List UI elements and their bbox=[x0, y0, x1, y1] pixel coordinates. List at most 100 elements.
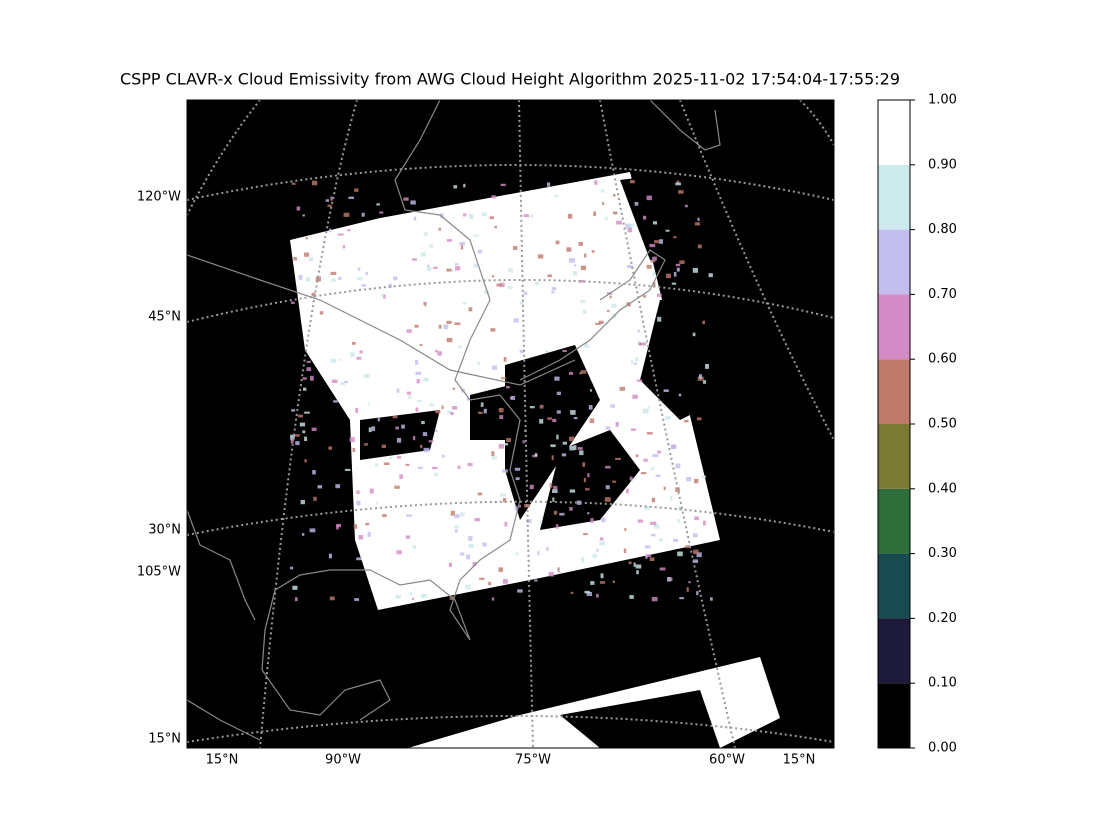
speckle bbox=[684, 204, 688, 208]
speckle bbox=[426, 267, 432, 272]
speckle bbox=[377, 417, 380, 422]
speckle bbox=[582, 533, 588, 536]
speckle bbox=[453, 185, 458, 189]
speckle bbox=[482, 542, 487, 547]
speckle bbox=[702, 380, 707, 384]
speckle bbox=[579, 450, 584, 456]
speckle bbox=[290, 434, 295, 440]
speckle bbox=[465, 584, 471, 590]
speckle bbox=[529, 484, 534, 490]
speckle bbox=[336, 523, 342, 528]
speckle bbox=[423, 301, 426, 305]
speckle bbox=[494, 225, 498, 229]
speckle bbox=[630, 360, 634, 365]
lat-lon-label: 75°W bbox=[515, 753, 551, 768]
speckle bbox=[434, 472, 439, 477]
map-frame bbox=[186, 99, 835, 749]
speckle bbox=[506, 385, 510, 389]
speckle bbox=[615, 422, 619, 427]
speckle bbox=[435, 409, 441, 414]
speckle bbox=[452, 406, 458, 410]
colorbar-segment bbox=[878, 229, 910, 295]
speckle bbox=[468, 536, 473, 541]
speckle bbox=[675, 182, 681, 186]
speckle bbox=[415, 407, 419, 412]
speckle bbox=[607, 309, 610, 313]
speckle bbox=[312, 470, 316, 475]
speckle bbox=[379, 211, 384, 214]
speckle bbox=[568, 436, 574, 442]
speckle bbox=[392, 276, 398, 281]
speckle bbox=[416, 399, 422, 403]
speckle bbox=[577, 447, 583, 450]
speckle bbox=[612, 211, 618, 215]
speckle bbox=[352, 447, 356, 453]
speckle bbox=[692, 332, 696, 337]
speckle bbox=[569, 371, 574, 375]
speckle bbox=[454, 529, 458, 533]
speckle bbox=[356, 490, 360, 494]
speckle bbox=[587, 473, 590, 478]
speckle bbox=[301, 533, 305, 536]
speckle bbox=[290, 566, 294, 570]
speckle bbox=[652, 271, 656, 277]
speckle bbox=[697, 217, 700, 221]
speckle bbox=[462, 302, 467, 305]
speckle bbox=[399, 474, 404, 479]
speckle bbox=[460, 512, 465, 517]
colorbar-tick-label: 0.90 bbox=[928, 157, 957, 172]
speckle bbox=[584, 590, 590, 594]
speckle bbox=[306, 367, 312, 372]
speckle bbox=[588, 405, 593, 410]
speckle bbox=[550, 444, 556, 448]
speckle bbox=[427, 264, 430, 268]
speckle bbox=[590, 518, 594, 524]
speckle bbox=[365, 271, 368, 275]
speckle bbox=[547, 274, 552, 278]
speckle bbox=[523, 214, 529, 218]
speckle bbox=[554, 194, 559, 198]
speckle bbox=[408, 395, 412, 399]
speckle bbox=[600, 573, 604, 579]
speckle bbox=[514, 506, 518, 511]
speckle bbox=[424, 301, 427, 307]
speckle bbox=[450, 269, 454, 273]
speckle bbox=[658, 239, 663, 244]
speckle bbox=[435, 429, 438, 432]
coastlines bbox=[187, 100, 721, 741]
speckle bbox=[692, 267, 699, 273]
speckle bbox=[419, 343, 423, 346]
speckle bbox=[340, 382, 346, 386]
speckle bbox=[413, 216, 417, 221]
speckle bbox=[300, 500, 305, 505]
speckle bbox=[646, 432, 653, 435]
speckle bbox=[344, 380, 349, 384]
speckle bbox=[454, 525, 459, 529]
speckle bbox=[368, 427, 372, 433]
speckle bbox=[675, 263, 681, 267]
speckle bbox=[296, 206, 301, 211]
colorbar-tick-label: 0.10 bbox=[928, 676, 957, 691]
speckle bbox=[330, 196, 333, 201]
speckle bbox=[627, 223, 634, 228]
speckle bbox=[477, 249, 483, 254]
speckle bbox=[446, 268, 452, 272]
speckle bbox=[677, 551, 683, 557]
speckle bbox=[651, 596, 658, 602]
speckle bbox=[663, 389, 669, 393]
speckle bbox=[501, 377, 507, 380]
speckle bbox=[330, 271, 337, 275]
speckle bbox=[446, 239, 453, 242]
speckle bbox=[569, 489, 576, 493]
speckle bbox=[374, 463, 378, 467]
speckle bbox=[409, 592, 413, 596]
speckle bbox=[329, 228, 332, 233]
speckle bbox=[434, 349, 438, 353]
speckle bbox=[327, 204, 332, 207]
speckle bbox=[552, 497, 555, 502]
speckle bbox=[410, 200, 416, 205]
speckle bbox=[502, 469, 508, 473]
speckle bbox=[389, 457, 393, 460]
speckle bbox=[500, 493, 506, 497]
speckle bbox=[364, 373, 370, 378]
